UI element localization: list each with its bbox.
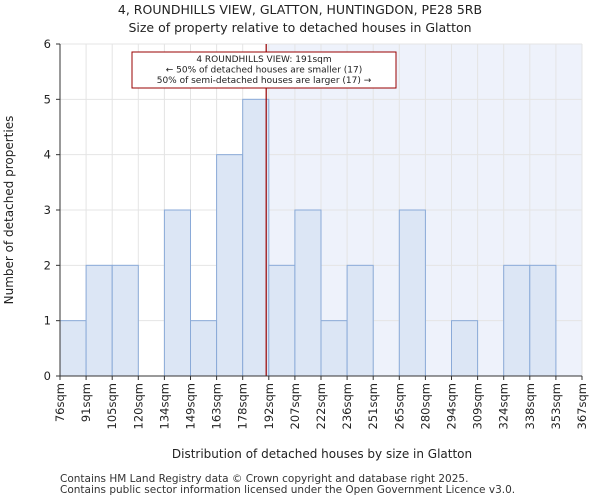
bar-236sqm (346, 264, 374, 377)
x-tick-label-265sqm: 265sqm (392, 383, 406, 429)
x-tick-label-294sqm: 294sqm (445, 383, 459, 429)
x-tick-label-222sqm: 222sqm (314, 383, 328, 429)
x-tick-label-236sqm: 236sqm (340, 383, 354, 429)
bar-324sqm (503, 264, 531, 377)
x-axis-label: Distribution of detached houses by size … (172, 447, 472, 461)
bar-76sqm (59, 320, 87, 377)
x-tick-label-367sqm: 367sqm (575, 383, 589, 429)
y-axis-label: Number of detached properties (2, 116, 16, 305)
annotation-box: 4 ROUNDHILLS VIEW: 191sqm ← 50% of detac… (131, 51, 397, 89)
y-tick-label-1: 1 (44, 314, 51, 328)
bar-338sqm (529, 264, 557, 377)
x-tick-label-134sqm: 134sqm (157, 383, 171, 429)
bar-163sqm (216, 154, 244, 377)
bar-149sqm (190, 320, 218, 377)
chart-subtitle: Size of property relative to detached ho… (128, 20, 471, 35)
bar-178sqm (242, 98, 270, 377)
footer-copyright: Contains HM Land Registry data © Crown c… (60, 473, 469, 485)
bar-134sqm (163, 209, 191, 377)
x-tick-label-324sqm: 324sqm (497, 383, 511, 429)
y-tick-label-4: 4 (44, 148, 51, 162)
x-tick-label-163sqm: 163sqm (210, 383, 224, 429)
x-tick-label-178sqm: 178sqm (236, 383, 250, 429)
x-tick-label-353sqm: 353sqm (549, 383, 563, 429)
x-tick-label-251sqm: 251sqm (366, 383, 380, 429)
y-tick-label-0: 0 (44, 369, 51, 383)
x-tick-label-338sqm: 338sqm (523, 383, 537, 429)
bar-222sqm (320, 320, 348, 377)
y-tick-labels: 0 1 2 3 4 5 6 (44, 37, 60, 383)
x-tick-label-105sqm: 105sqm (105, 383, 119, 429)
x-tick-labels: 76sqm 91sqm 105sqm 120sqm 134sqm 149sqm 163sqm… (53, 376, 589, 429)
x-tick-label-280sqm: 280sqm (418, 383, 432, 429)
annotation-rect (131, 51, 397, 89)
bar-294sqm (451, 320, 479, 377)
bar-207sqm (294, 209, 322, 377)
bar-265sqm (398, 209, 426, 377)
y-tick-label-5: 5 (44, 92, 51, 106)
bar-91sqm (85, 264, 113, 377)
x-tick-label-192sqm: 192sqm (262, 383, 276, 429)
annotation-line-2: ← 50% of detached houses are smaller (17… (166, 66, 363, 76)
x-tick-label-76sqm: 76sqm (53, 383, 67, 422)
x-tick-label-149sqm: 149sqm (184, 383, 198, 429)
x-tick-label-207sqm: 207sqm (288, 383, 302, 429)
chart-title: 4, ROUNDHILLS VIEW, GLATTON, HUNTINGDON,… (118, 2, 482, 17)
bar-105sqm (111, 264, 139, 377)
footer-licence: Contains public sector information licen… (60, 484, 516, 496)
x-tick-label-91sqm: 91sqm (79, 383, 93, 422)
x-tick-label-309sqm: 309sqm (471, 383, 485, 429)
bars-group (59, 98, 557, 377)
y-tick-label-3: 3 (44, 203, 51, 217)
y-tick-label-6: 6 (44, 37, 51, 51)
annotation-line-1: 4 ROUNDHILLS VIEW: 191sqm (196, 55, 331, 65)
y-tick-label-2: 2 (44, 258, 51, 272)
annotation-line-3: 50% of semi-detached houses are larger (… (157, 76, 372, 86)
bar-192sqm (268, 264, 296, 377)
x-tick-label-120sqm: 120sqm (131, 383, 145, 429)
